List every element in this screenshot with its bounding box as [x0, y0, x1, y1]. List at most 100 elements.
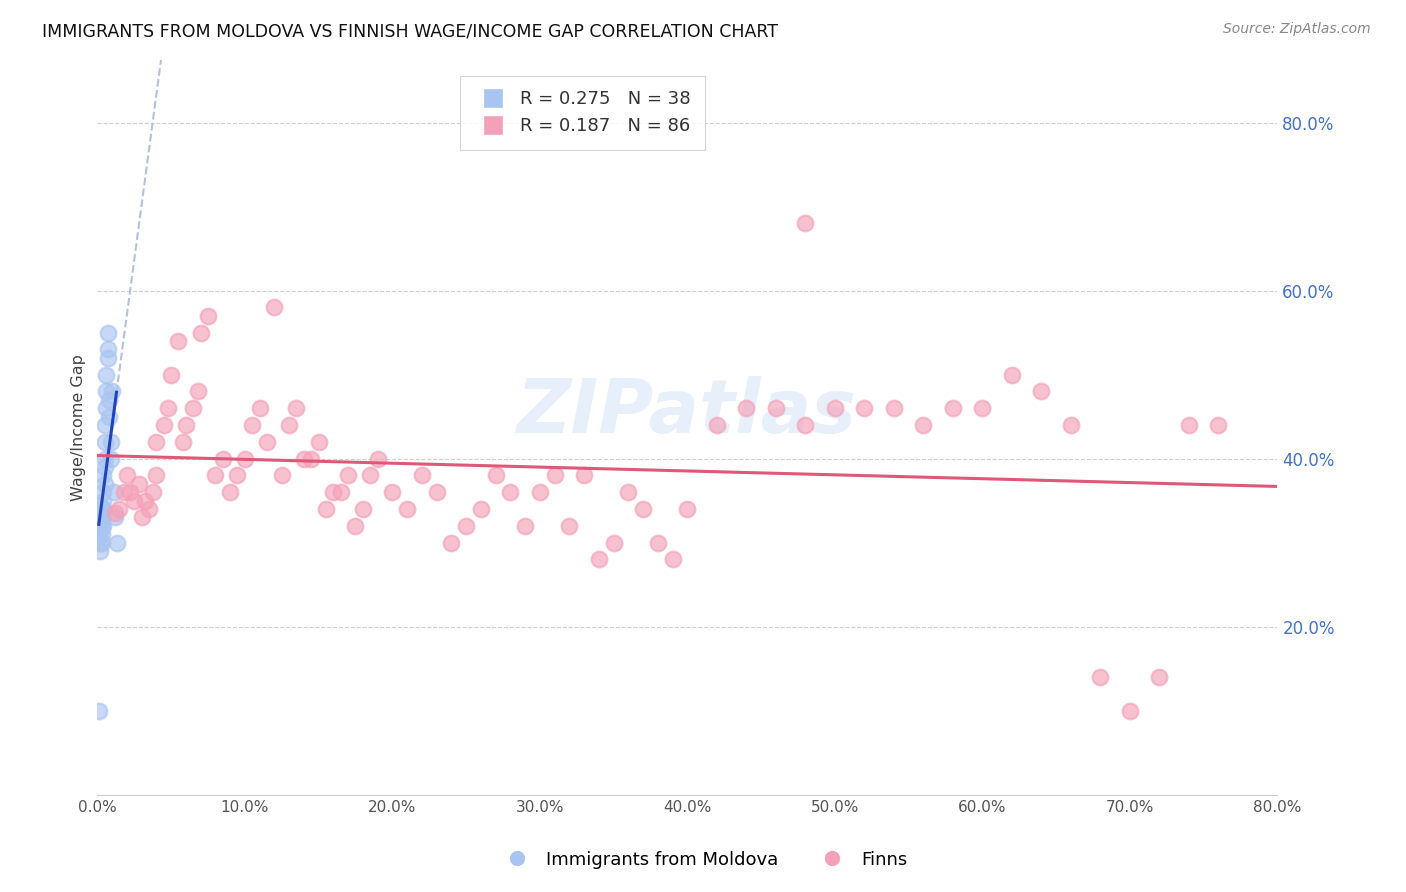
Finns [543, 468, 565, 483]
Immigrants from Moldova [89, 544, 111, 558]
Immigrants from Moldova [93, 476, 115, 491]
Finns [1001, 368, 1024, 382]
Finns [108, 502, 131, 516]
Finns [174, 418, 197, 433]
Finns [853, 401, 876, 416]
Finns [344, 519, 367, 533]
Finns [1178, 418, 1201, 433]
Finns [219, 485, 242, 500]
Finns [735, 401, 758, 416]
Finns [1149, 670, 1171, 684]
Finns [352, 502, 374, 516]
Finns [470, 502, 492, 516]
Immigrants from Moldova [89, 523, 111, 537]
Immigrants from Moldova [90, 502, 112, 516]
Finns [145, 434, 167, 449]
Immigrants from Moldova [87, 704, 110, 718]
Immigrants from Moldova [105, 535, 128, 549]
Finns [794, 418, 817, 433]
Finns [647, 535, 669, 549]
Finns [706, 418, 728, 433]
Finns [367, 451, 389, 466]
Finns [1090, 670, 1112, 684]
Finns [440, 535, 463, 549]
Finns [396, 502, 419, 516]
Finns [285, 401, 308, 416]
Immigrants from Moldova [87, 519, 110, 533]
Finns [588, 552, 610, 566]
Finns [263, 301, 285, 315]
Immigrants from Moldova [91, 519, 114, 533]
Immigrants from Moldova [87, 506, 110, 520]
Immigrants from Moldova [97, 326, 120, 340]
Finns [359, 468, 381, 483]
Finns [145, 468, 167, 483]
Finns [337, 468, 360, 483]
Finns [824, 401, 846, 416]
Immigrants from Moldova [91, 502, 114, 516]
Finns [131, 510, 153, 524]
Finns [794, 216, 817, 230]
Finns [1208, 418, 1230, 433]
Finns [115, 468, 138, 483]
Finns [122, 493, 145, 508]
Immigrants from Moldova [93, 451, 115, 466]
Finns [1119, 704, 1142, 718]
Finns [322, 485, 344, 500]
Finns [187, 384, 209, 399]
Finns [329, 485, 352, 500]
Immigrants from Moldova [101, 384, 124, 399]
Finns [197, 309, 219, 323]
Immigrants from Moldova [93, 460, 115, 475]
Finns [138, 502, 160, 516]
Immigrants from Moldova [96, 384, 118, 399]
Finns [602, 535, 624, 549]
Finns [292, 451, 315, 466]
Immigrants from Moldova [90, 527, 112, 541]
Immigrants from Moldova [93, 434, 115, 449]
Immigrants from Moldova [87, 527, 110, 541]
Legend: Immigrants from Moldova, Finns: Immigrants from Moldova, Finns [492, 844, 914, 876]
Finns [572, 468, 595, 483]
Finns [558, 519, 581, 533]
Finns [631, 502, 654, 516]
Finns [513, 519, 536, 533]
Finns [1031, 384, 1053, 399]
Finns [167, 334, 190, 348]
Text: IMMIGRANTS FROM MOLDOVA VS FINNISH WAGE/INCOME GAP CORRELATION CHART: IMMIGRANTS FROM MOLDOVA VS FINNISH WAGE/… [42, 22, 778, 40]
Finns [204, 468, 226, 483]
Immigrants from Moldova [89, 515, 111, 529]
Finns [256, 434, 278, 449]
Y-axis label: Wage/Income Gap: Wage/Income Gap [72, 354, 86, 500]
Finns [912, 418, 935, 433]
Finns [456, 519, 478, 533]
Finns [661, 552, 683, 566]
Finns [529, 485, 551, 500]
Immigrants from Moldova [96, 368, 118, 382]
Finns [211, 451, 233, 466]
Immigrants from Moldova [89, 498, 111, 512]
Text: Source: ZipAtlas.com: Source: ZipAtlas.com [1223, 22, 1371, 37]
Finns [426, 485, 449, 500]
Finns [142, 485, 165, 500]
Immigrants from Moldova [103, 485, 125, 500]
Immigrants from Moldova [90, 510, 112, 524]
Finns [942, 401, 965, 416]
Immigrants from Moldova [96, 401, 118, 416]
Finns [299, 451, 322, 466]
Immigrants from Moldova [91, 485, 114, 500]
Finns [240, 418, 263, 433]
Finns [499, 485, 522, 500]
Finns [128, 476, 150, 491]
Finns [972, 401, 994, 416]
Immigrants from Moldova [90, 519, 112, 533]
Finns [233, 451, 256, 466]
Immigrants from Moldova [100, 451, 122, 466]
Finns [676, 502, 699, 516]
Finns [617, 485, 640, 500]
Finns [134, 493, 156, 508]
Immigrants from Moldova [90, 535, 112, 549]
Immigrants from Moldova [93, 418, 115, 433]
Finns [381, 485, 404, 500]
Finns [270, 468, 292, 483]
